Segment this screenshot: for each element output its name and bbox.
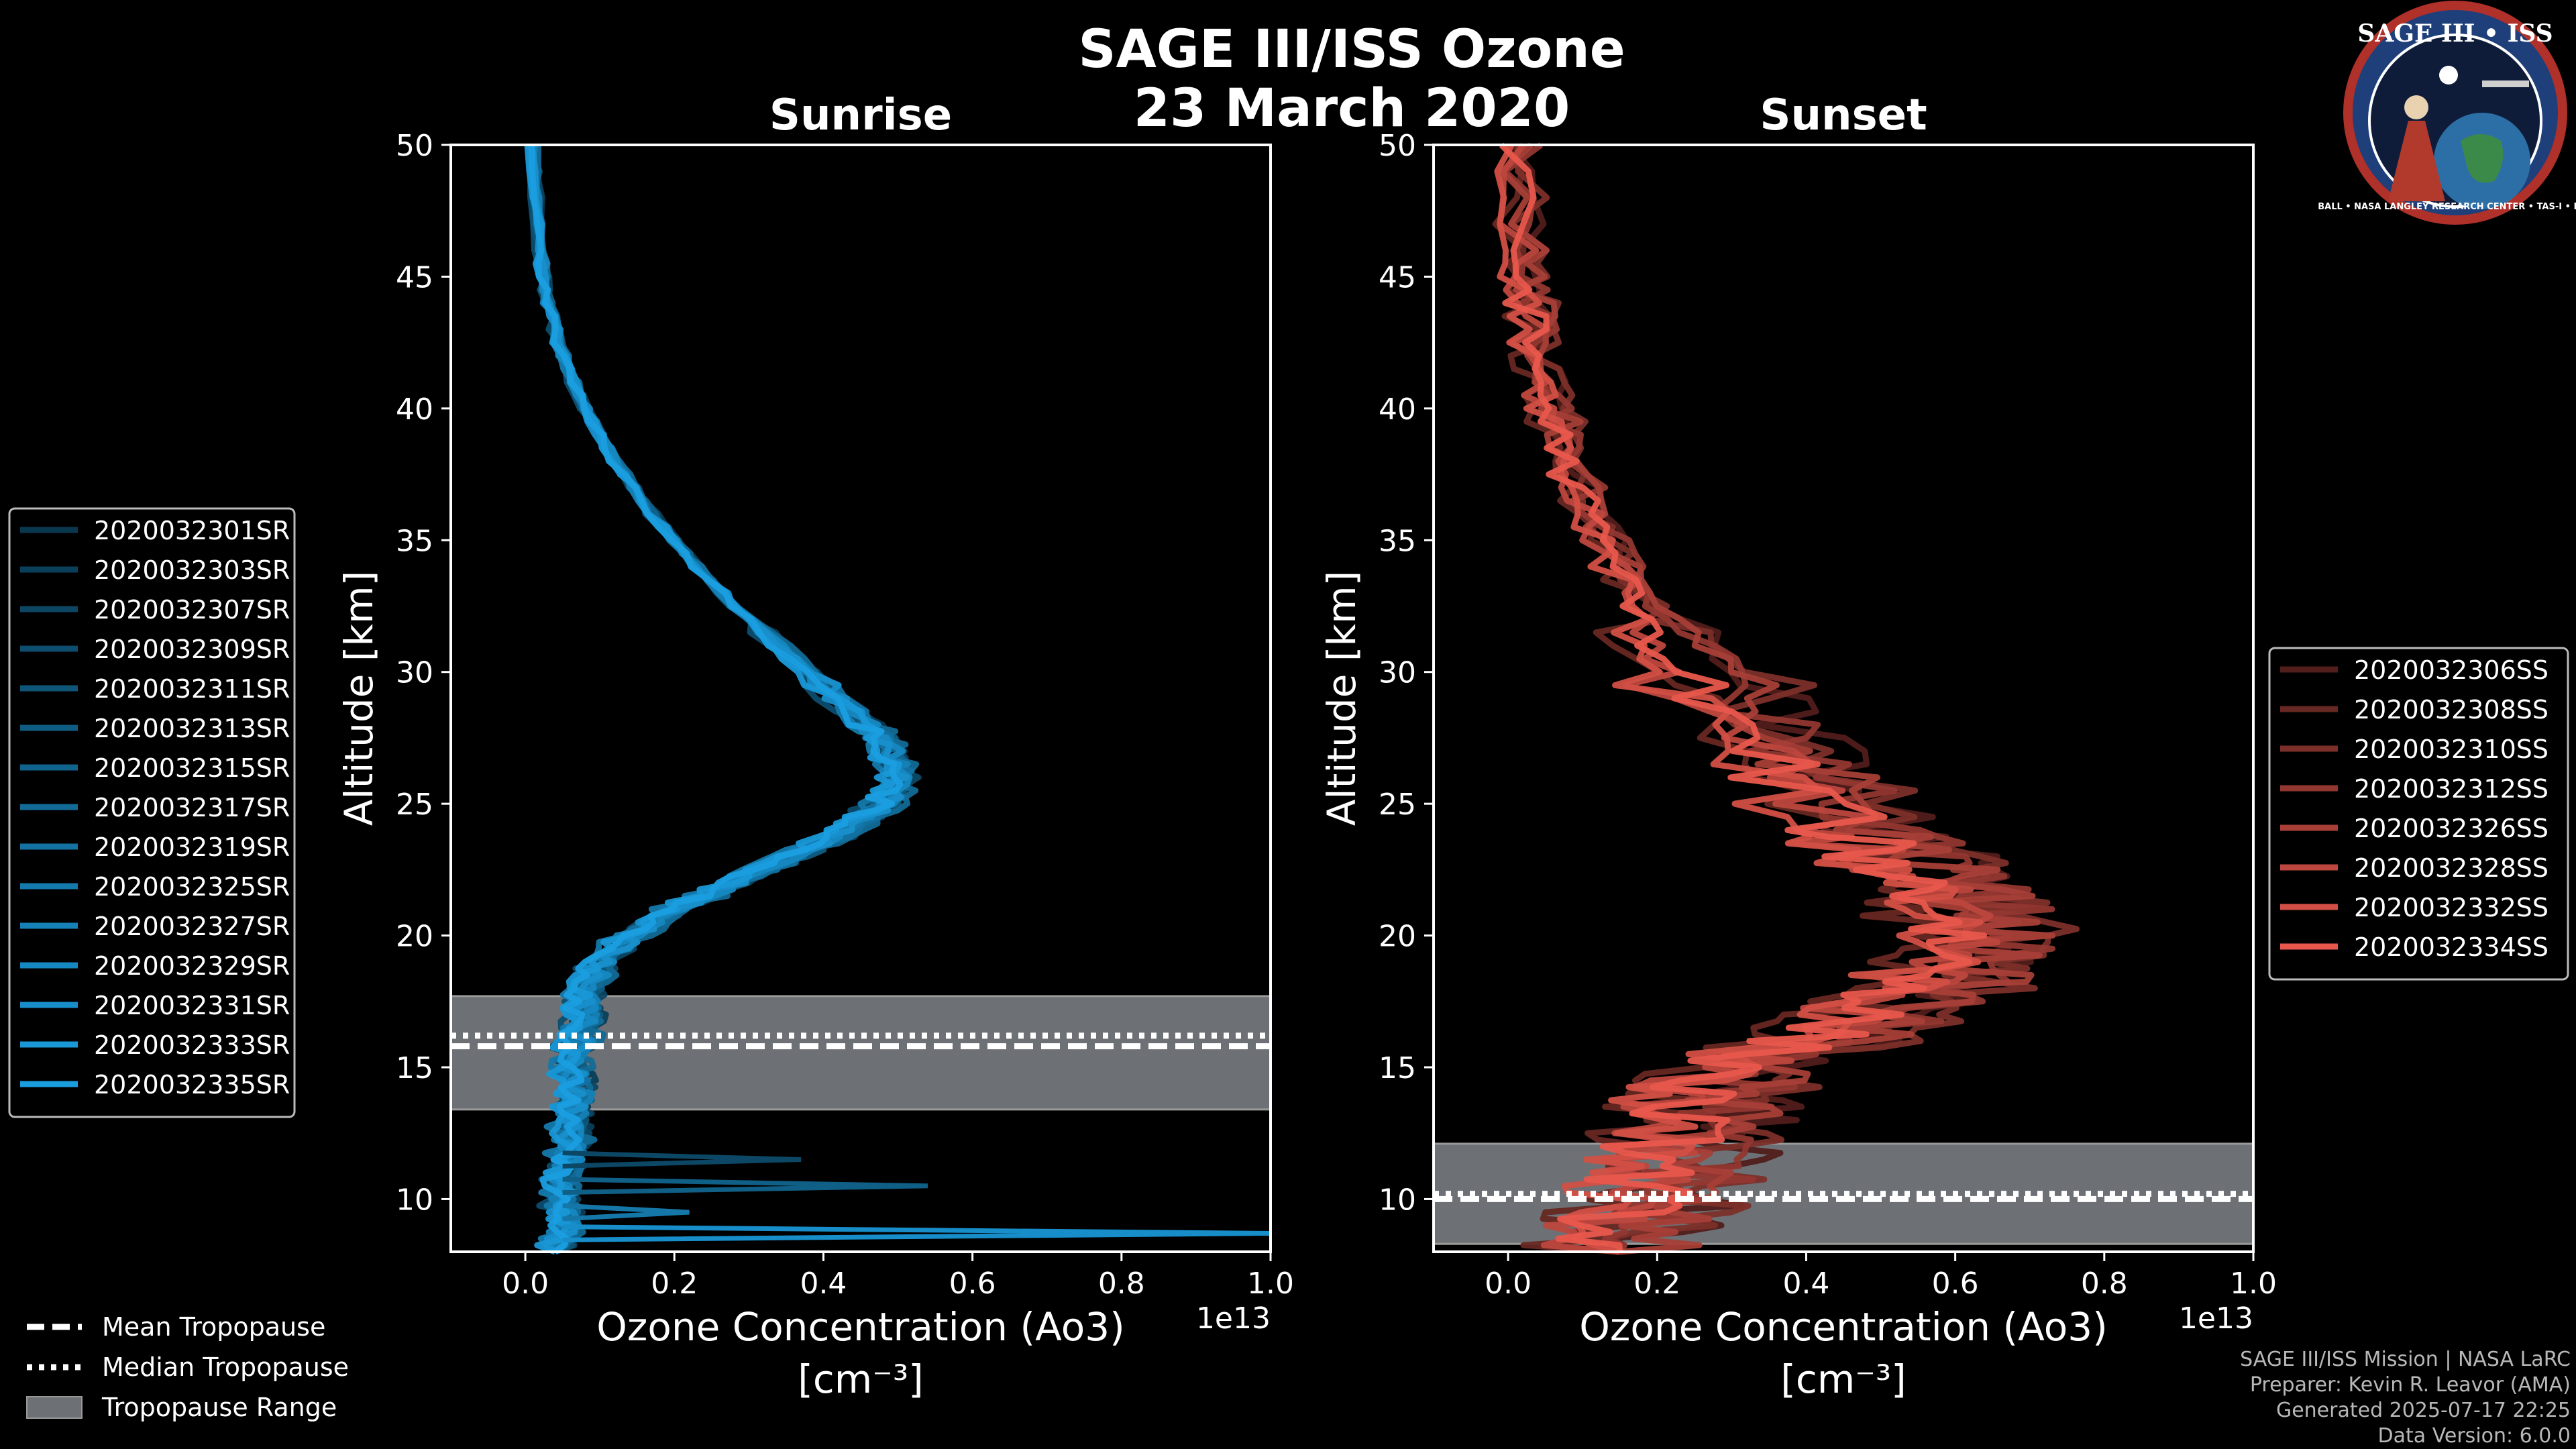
legend-label-2020032312SS: 2020032312SS [2354, 774, 2548, 804]
sr-spike-2 [562, 1203, 690, 1222]
ss-ytick-label: 45 [1379, 260, 1416, 294]
sunset-axes-frame [1432, 144, 2255, 1253]
ss-ytick-label: 20 [1379, 920, 1416, 954]
ss-ytick-label: 50 [1379, 129, 1416, 163]
ss-xtick-label: 0.2 [1633, 1267, 1680, 1301]
sunset-plot: 0.0 0.2 0.4 0.6 0.8 1.0 10 15 20 25 30 35 40 45 50 Oz… [1319, 129, 2277, 1402]
sr-xtick-label: 0.8 [1098, 1267, 1145, 1301]
sunset-legend: 2020032306SS 2020032308SS 2020032310SS 2020… [2268, 647, 2569, 981]
series-line-2020032335SR [529, 144, 904, 1254]
sunset-xunit: [cm⁻³] [1780, 1356, 1907, 1402]
logo-figure-head-icon [2404, 95, 2428, 119]
sr-spike-1 [562, 1177, 928, 1195]
legend-label-2020032326SS: 2020032326SS [2354, 814, 2548, 843]
figure-title: SAGE III/ISS Ozone [1078, 19, 1625, 80]
sr-ytick-label: 20 [396, 920, 433, 954]
ss-ytick-label: 10 [1379, 1183, 1416, 1217]
legend-label-2020032329SR: 2020032329SR [94, 951, 290, 981]
sr-ytick-label: 45 [396, 260, 433, 294]
ss-ytick-label: 30 [1379, 656, 1416, 690]
legend-label-2020032313SR: 2020032313SR [94, 714, 290, 743]
ss-xtick-label: 0.6 [1932, 1267, 1979, 1301]
sage-logo: SAGE III • ISS BALL • NASA LANGLEY RESEA… [2318, 1, 2576, 225]
figure-date: 23 March 2020 [1134, 78, 1570, 139]
ss-xtick-label: 0.8 [2081, 1267, 2128, 1301]
sr-spike-0 [562, 1150, 802, 1169]
legend-label-2020032303SR: 2020032303SR [94, 555, 290, 585]
legend-label-2020032328SS: 2020032328SS [2354, 853, 2548, 883]
tropopause-range-swatch [26, 1396, 83, 1419]
tropopause-legend: Mean Tropopause Median Tropopause Tropop… [26, 1312, 349, 1422]
legend-label-2020032306SS: 2020032306SS [2354, 655, 2548, 685]
sr-xtick-label: 0.2 [651, 1267, 698, 1301]
footer-line-1: SAGE III/ISS Mission | NASA LaRC [2240, 1348, 2571, 1371]
sr-ytick-label: 40 [396, 392, 433, 427]
ss-xtick-label: 0.0 [1485, 1267, 1532, 1301]
legend-label-2020032308SS: 2020032308SS [2354, 695, 2548, 724]
logo-continent-icon [2461, 134, 2504, 183]
legend-label-2020032331SR: 2020032331SR [94, 991, 290, 1020]
ss-legend-frame [2268, 647, 2569, 981]
footer: SAGE III/ISS Mission | NASA LaRC Prepare… [2240, 1348, 2571, 1448]
sunrise-legend: 2020032301SR 2020032303SR 2020032307SR 2020… [8, 507, 296, 1118]
ss-ytick-label: 40 [1379, 392, 1416, 427]
sr-ytick-label: 10 [396, 1183, 433, 1217]
median-tropopause-label: Median Tropopause [102, 1352, 349, 1382]
ss-xtick-label: 0.4 [1782, 1267, 1829, 1301]
sr-ytick-label: 30 [396, 656, 433, 690]
logo-sun-icon [2439, 66, 2458, 85]
legend-label-2020032317SR: 2020032317SR [94, 793, 290, 822]
sunset-xlabel: Ozone Concentration (Ao3) [1579, 1304, 2108, 1350]
legend-label-2020032335SR: 2020032335SR [94, 1070, 290, 1099]
legend-label-2020032311SR: 2020032311SR [94, 674, 290, 704]
legend-label-2020032332SS: 2020032332SS [2354, 893, 2548, 922]
logo-iss-icon [2482, 80, 2529, 87]
legend-label-2020032319SR: 2020032319SR [94, 833, 290, 862]
sunrise-xunit: [cm⁻³] [798, 1356, 924, 1402]
sr-ytick-label: 25 [396, 788, 433, 822]
sr-xtick-label: 0.6 [949, 1267, 996, 1301]
legend-label-2020032325SR: 2020032325SR [94, 872, 290, 902]
legend-label-2020032310SS: 2020032310SS [2354, 735, 2548, 764]
legend-label-2020032315SR: 2020032315SR [94, 753, 290, 783]
sr-legend-frame [8, 507, 296, 1118]
sunrise-ylabel: Altitude [km] [336, 571, 382, 826]
ss-ytick-label: 15 [1379, 1051, 1416, 1085]
sunset-ylabel: Altitude [km] [1319, 571, 1364, 826]
legend-label-2020032334SS: 2020032334SS [2354, 932, 2548, 962]
legend-label-2020032333SR: 2020032333SR [94, 1030, 290, 1060]
legend-label-2020032301SR: 2020032301SR [94, 516, 290, 545]
sr-xtick-label: 1.0 [1247, 1267, 1294, 1301]
logo-title: SAGE III • ISS [2357, 19, 2553, 48]
sunrise-title: Sunrise [769, 91, 952, 140]
sunrise-xscale: 1e13 [1196, 1301, 1271, 1336]
series-line-2020032332SS [1494, 143, 1984, 1255]
logo-ring-text: BALL • NASA LANGLEY RESEARCH CENTER • TA… [2318, 202, 2576, 212]
sunrise-axes-frame [449, 144, 1272, 1253]
sunrise-xlabel: Ozone Concentration (Ao3) [596, 1304, 1125, 1350]
footer-line-3: Generated 2025-07-17 22:25 [2276, 1399, 2571, 1422]
logo-figure-icon [2388, 121, 2445, 201]
tropopause-range-label: Tropopause Range [101, 1393, 337, 1422]
legend-label-2020032307SR: 2020032307SR [94, 595, 290, 625]
sunset-xscale: 1e13 [2179, 1301, 2253, 1336]
sr-xtick-label: 0.4 [800, 1267, 847, 1301]
footer-line-4: Data Version: 6.0.0 [2378, 1424, 2571, 1448]
sr-ytick-label: 50 [396, 129, 433, 163]
legend-label-2020032309SR: 2020032309SR [94, 635, 290, 664]
mean-tropopause-label: Mean Tropopause [102, 1312, 325, 1342]
ss-ytick-label: 35 [1379, 524, 1416, 558]
sr-ytick-label: 35 [396, 524, 433, 558]
footer-line-2: Preparer: Kevin R. Leavor (AMA) [2250, 1373, 2571, 1397]
series-line-2020032334SS [1499, 142, 1988, 1252]
sr-ytick-label: 15 [396, 1051, 433, 1085]
ss-xtick-label: 1.0 [2230, 1267, 2277, 1301]
sunrise-plot: 0.0 0.2 0.4 0.6 0.8 1.0 10 15 20 25 30 35 40 45 50 Oz… [336, 129, 1294, 1402]
sunset-plot-background [1434, 145, 2253, 1252]
legend-label-2020032327SR: 2020032327SR [94, 912, 290, 941]
ss-ytick-label: 25 [1379, 788, 1416, 822]
sr-xtick-label: 0.0 [502, 1267, 549, 1301]
sunset-title: Sunset [1760, 91, 1927, 140]
